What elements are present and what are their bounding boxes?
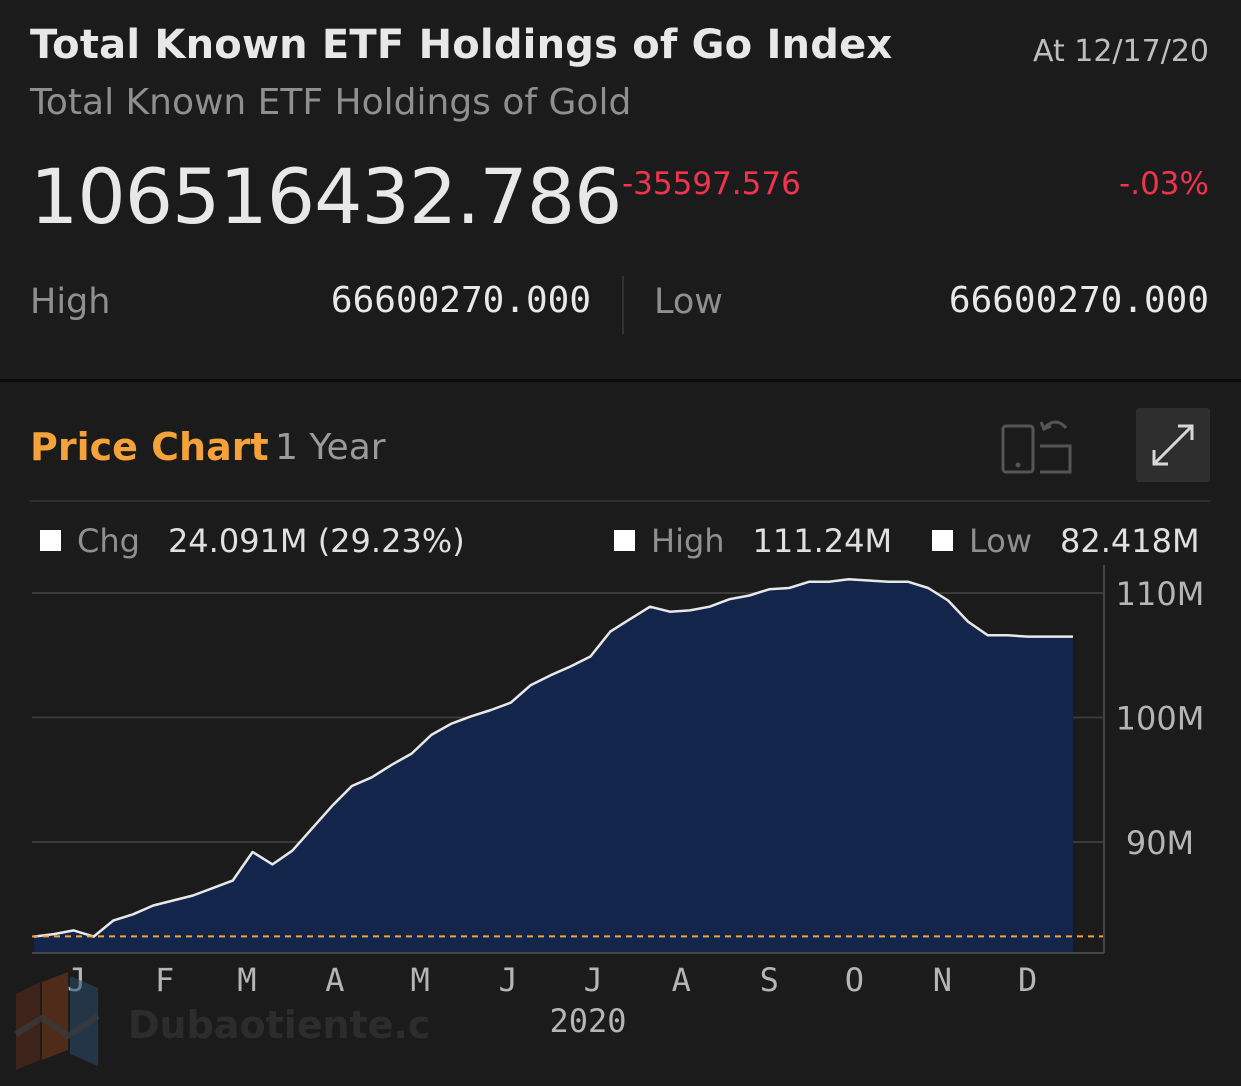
y-tick-labels: 110M 100M 90M — [1116, 575, 1205, 862]
last-price: 106516432.786 — [30, 152, 622, 241]
chart-range-selector[interactable]: 1 Year — [275, 427, 386, 468]
watermark-logo: Dubaotiente.com — [8, 972, 496, 1082]
as-of-date: At 12/17/20 — [1032, 34, 1209, 69]
legend-high-label: High — [651, 522, 725, 560]
rotate-device-button[interactable] — [1000, 414, 1076, 476]
legend-change-value: 24.091M (29.23%) — [167, 522, 465, 560]
x-tick-label: S — [760, 961, 779, 999]
legend-swatch — [614, 529, 635, 551]
x-axis-year-label: 2020 — [549, 1002, 626, 1040]
index-subtitle: Total Known ETF Holdings of Gold — [30, 82, 632, 123]
section-divider — [0, 379, 1241, 382]
expand-icon — [1152, 424, 1194, 466]
legend-high: High 111.24M — [614, 522, 892, 560]
watermark-logo-icon: Dubaotiente.com — [14, 972, 496, 1070]
percent-change: -.03% — [1119, 166, 1209, 202]
x-tick-label: D — [1018, 961, 1037, 999]
legend-swatch — [932, 529, 953, 551]
legend-low: Low 82.418M — [932, 522, 1200, 560]
watermark-text: Dubaotiente.com — [128, 1003, 428, 1047]
series-line — [33, 578, 1073, 938]
high-label: High — [30, 282, 111, 322]
x-tick-label: J — [584, 961, 603, 999]
legend-low-label: Low — [969, 522, 1033, 560]
stat-divider — [622, 276, 624, 334]
net-change: -35597.576 — [622, 166, 801, 202]
low-value: 66600270.000 — [948, 280, 1209, 321]
area-fill — [34, 579, 1073, 953]
legend-change-label: Chg — [77, 522, 140, 560]
x-tick-label: A — [672, 961, 691, 999]
x-tick-label: M — [237, 961, 256, 999]
y-tick-label: 100M — [1116, 700, 1205, 738]
legend-high-value: 111.24M — [752, 522, 893, 560]
x-tick-label: A — [325, 961, 344, 999]
legend-change: Chg 24.091M (29.23%) — [40, 522, 465, 560]
rotate-device-icon — [1001, 420, 1072, 474]
y-tick-label: 90M — [1126, 824, 1194, 862]
x-tick-label: N — [933, 961, 952, 999]
y-tick-label: 110M — [1116, 575, 1205, 613]
legend-swatch — [40, 529, 61, 551]
x-tick-label: F — [155, 961, 174, 999]
low-label: Low — [654, 282, 723, 322]
index-title: Total Known ETF Holdings of Go Index — [30, 22, 893, 68]
expand-chart-button[interactable] — [1136, 408, 1210, 482]
x-tick-labels: JFMAMJJASOND — [67, 961, 1037, 999]
legend-low-value: 82.418M — [1060, 522, 1200, 560]
x-tick-label: J — [498, 961, 517, 999]
chart-heading: Price Chart — [30, 425, 269, 469]
chart-header-divider — [30, 500, 1210, 502]
high-value: 66600270.000 — [330, 280, 591, 321]
x-tick-label: O — [845, 961, 864, 999]
x-tick-label: M — [410, 961, 429, 999]
